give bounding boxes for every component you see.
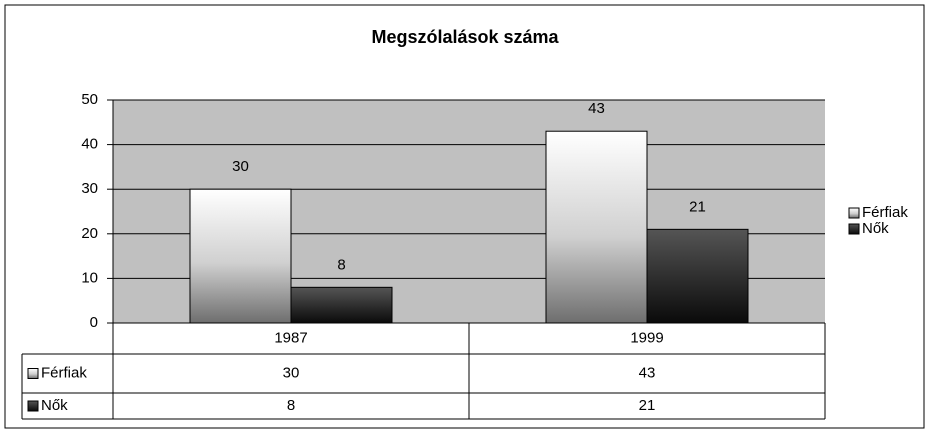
bar [189,188,292,324]
legend-label: Férfiak [862,204,908,221]
data-label: 21 [689,198,706,215]
data-label: 8 [337,256,345,273]
x-tick-label: 1999 [630,329,663,346]
y-tick-label: 40 [81,136,98,153]
legend-key [848,223,860,235]
table-cell: 8 [287,397,295,414]
bar [646,228,749,324]
legend-key [848,207,860,219]
y-tick-label: 20 [81,225,98,242]
bar [545,130,648,324]
x-tick-label: 1987 [274,329,307,346]
chart-title: Megszólalások száma [371,27,559,47]
data-label: 43 [588,100,605,117]
table-cell: 43 [639,364,656,381]
table-legend-key [27,400,39,412]
table-series-label: Nők [41,397,68,414]
bar [290,286,393,324]
table-cell: 21 [639,397,656,414]
y-tick-label: 10 [81,269,98,286]
table-legend-key [27,368,39,379]
table-cell: 30 [283,364,300,381]
y-tick-label: 0 [90,314,98,331]
y-tick-label: 50 [81,91,98,108]
legend-label: Nők [862,220,889,237]
table-series-label: Férfiak [41,364,87,381]
y-tick-label: 30 [81,180,98,197]
data-label: 30 [232,158,249,175]
